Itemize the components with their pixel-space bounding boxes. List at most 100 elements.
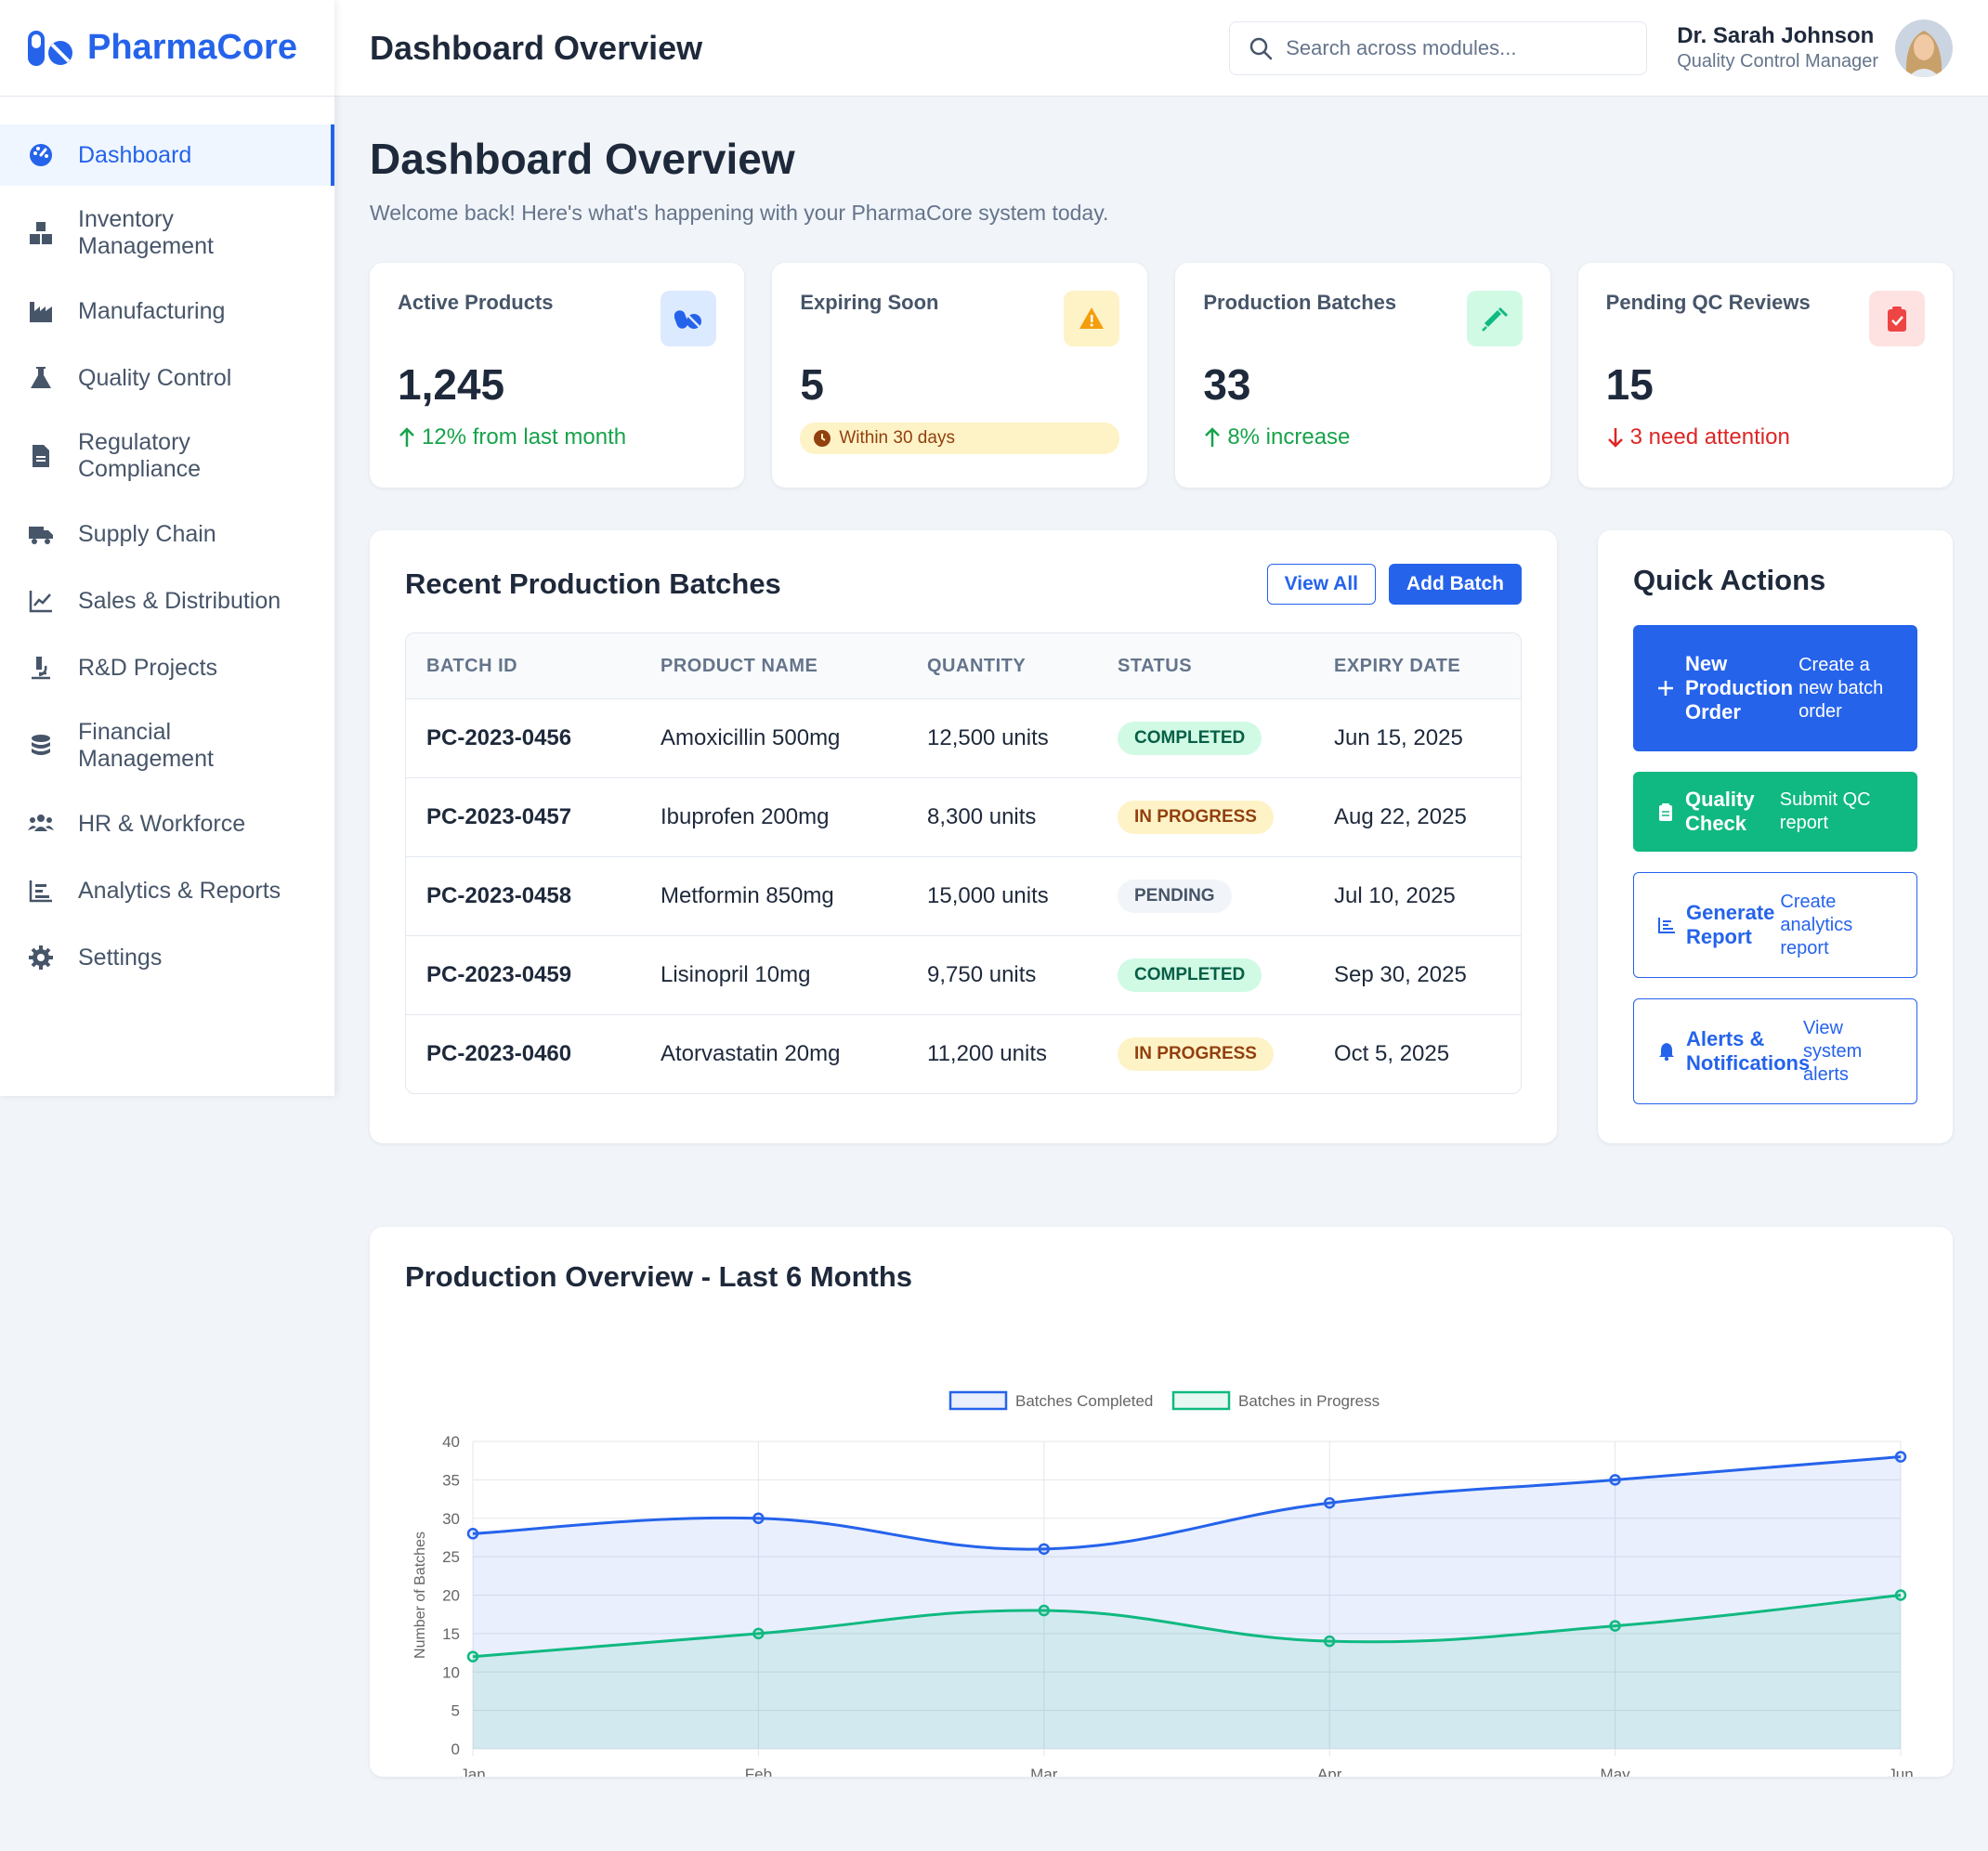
header-title: Dashboard Overview [370, 28, 703, 67]
action-desc: Submit QC report [1779, 789, 1871, 833]
column-header[interactable]: BATCH ID [426, 655, 518, 676]
expiry-date: Oct 5, 2025 [1334, 1041, 1450, 1066]
boxes-icon [30, 222, 52, 244]
sidebar-item-sales[interactable]: Sales & Distribution [0, 570, 334, 632]
series-area [473, 1595, 1901, 1749]
quality-check-button[interactable]: Quality Check Submit QC report [1633, 772, 1917, 852]
batch-id: PC-2023-0456 [426, 725, 572, 750]
sidebar-item-label: Manufacturing [78, 297, 226, 324]
legend-label: Batches Completed [1015, 1392, 1153, 1410]
user-info[interactable]: Dr. Sarah Johnson Quality Control Manage… [1677, 23, 1878, 72]
sidebar-item-settings[interactable]: Settings [0, 927, 334, 988]
batch-id: PC-2023-0458 [426, 883, 572, 908]
quantity: 12,500 units [927, 725, 1049, 750]
avatar[interactable] [1895, 19, 1953, 77]
action-desc: View system alerts [1803, 1017, 1863, 1085]
y-tick-label: 20 [442, 1587, 460, 1605]
stat-value: 5 [800, 360, 824, 409]
column-header[interactable]: EXPIRY DATE [1334, 655, 1461, 676]
column-header[interactable]: PRODUCT NAME [660, 655, 818, 676]
sidebar-item-label: Sales & Distribution [78, 587, 281, 614]
status-badge: PENDING [1118, 880, 1232, 913]
new-production-order-button[interactable]: New Production Order Create a new batch … [1633, 625, 1917, 751]
y-tick-label: 35 [442, 1471, 460, 1489]
sidebar-item-inventory[interactable]: Inventory Management [0, 191, 334, 275]
expiry-date: Jul 10, 2025 [1334, 883, 1456, 908]
quick-actions-title: Quick Actions [1633, 564, 1826, 596]
sidebar-item-quality-control[interactable]: Quality Control [0, 347, 334, 409]
status-badge: COMPLETED [1118, 722, 1262, 755]
quantity: 11,200 units [927, 1041, 1047, 1066]
action-label: Quality Check [1685, 788, 1755, 835]
y-tick-label: 25 [442, 1548, 460, 1566]
expiry-date: Jun 15, 2025 [1334, 725, 1463, 750]
stat-card-active-products[interactable]: Active Products 1,245 12% from last mont… [370, 263, 745, 488]
line-chart-icon [29, 591, 52, 613]
data-point [1894, 1451, 1907, 1463]
clipboard-check-icon [1868, 291, 1925, 346]
y-tick-label: 30 [442, 1510, 460, 1528]
sidebar-item-rd[interactable]: R&D Projects [0, 637, 334, 698]
stat-trend-text: 8% increase [1227, 424, 1351, 450]
stat-card-production-batches[interactable]: Production Batches 33 8% increase [1175, 263, 1550, 488]
content-row: Recent Production Batches View All Add B… [370, 530, 1953, 1143]
data-point [466, 1650, 479, 1662]
sidebar-item-label: Financial Management [78, 719, 214, 772]
sidebar-item-financial[interactable]: Financial Management [0, 704, 334, 788]
stat-value: 33 [1203, 360, 1251, 409]
chart-title: Production Overview - Last 6 Months [405, 1260, 913, 1293]
users-icon [28, 815, 54, 831]
generate-report-button[interactable]: Generate Report Create analytics report [1633, 872, 1917, 978]
sidebar-item-label: Settings [78, 944, 163, 971]
batch-id: PC-2023-0459 [426, 962, 572, 987]
product-name: Amoxicillin 500mg [660, 725, 841, 750]
sidebar-item-manufacturing[interactable]: Manufacturing [0, 280, 334, 342]
add-batch-button[interactable]: Add Batch [1389, 564, 1522, 605]
product-name: Lisinopril 10mg [660, 962, 811, 987]
arrow-down-icon [1607, 428, 1623, 448]
column-header[interactable]: QUANTITY [927, 655, 1027, 676]
search-icon [1249, 37, 1273, 59]
sidebar-item-analytics[interactable]: Analytics & Reports [0, 860, 334, 921]
sidebar-item-hr[interactable]: HR & Workforce [0, 793, 334, 854]
quick-actions-card: Quick Actions New Production Order Creat… [1598, 530, 1953, 1143]
table-row[interactable]: PC-2023-0459 Lisinopril 10mg 9,750 units… [406, 935, 1521, 1014]
table-row[interactable]: PC-2023-0456 Amoxicillin 500mg 12,500 un… [406, 698, 1521, 777]
action-desc: Create analytics report [1780, 891, 1853, 958]
avatar-image [1895, 19, 1953, 77]
x-tick-label: Apr [1317, 1766, 1342, 1777]
table-row[interactable]: PC-2023-0457 Ibuprofen 200mg 8,300 units… [406, 777, 1521, 856]
plus-icon [1658, 681, 1673, 696]
sidebar-item-supply-chain[interactable]: Supply Chain [0, 503, 334, 565]
sidebar-item-regulatory[interactable]: Regulatory Compliance [0, 414, 334, 498]
stat-card-pending-qc[interactable]: Pending QC Reviews 15 3 need attention [1577, 263, 1953, 488]
brand[interactable]: PharmaCore [0, 0, 334, 97]
sidebar: PharmaCore Dashboard Inventory Managemen… [0, 0, 334, 1096]
quantity: 15,000 units [927, 883, 1049, 908]
search-input[interactable] [1286, 35, 1621, 60]
x-tick-label: Jan [460, 1766, 485, 1777]
stat-label: Active Products [398, 291, 554, 314]
table-row[interactable]: PC-2023-0460 Atorvastatin 20mg 11,200 un… [406, 1014, 1521, 1093]
microscope-icon [32, 657, 50, 680]
stat-value: 1,245 [398, 360, 505, 409]
search-box[interactable] [1229, 20, 1648, 75]
x-tick-label: Feb [745, 1766, 772, 1777]
stat-value: 15 [1605, 360, 1654, 409]
alerts-notifications-button[interactable]: Alerts & Notifications View system alert… [1633, 998, 1917, 1104]
recent-batches-card: Recent Production Batches View All Add B… [370, 530, 1557, 1143]
data-point [1609, 1620, 1621, 1632]
card-title: Recent Production Batches [405, 567, 781, 600]
status-badge: COMPLETED [1118, 958, 1262, 992]
table-row[interactable]: PC-2023-0458 Metformin 850mg 15,000 unit… [406, 856, 1521, 935]
sidebar-item-label: Quality Control [78, 364, 232, 391]
user-role: Quality Control Manager [1677, 51, 1878, 72]
page-title: Dashboard Overview [370, 135, 795, 183]
syringe-icon [1466, 291, 1523, 346]
production-chart[interactable]: 0 5 10 15 20 25 30 35 40 Jan Feb Mar Apr May Jun Number… [370, 1320, 1953, 1777]
view-all-button[interactable]: View All [1266, 564, 1376, 605]
column-header[interactable]: STATUS [1118, 655, 1193, 676]
stat-card-expiring-soon[interactable]: Expiring Soon 5 Within 30 days [772, 263, 1148, 488]
series-line [472, 1455, 1902, 1551]
sidebar-item-dashboard[interactable]: Dashboard [0, 124, 334, 186]
